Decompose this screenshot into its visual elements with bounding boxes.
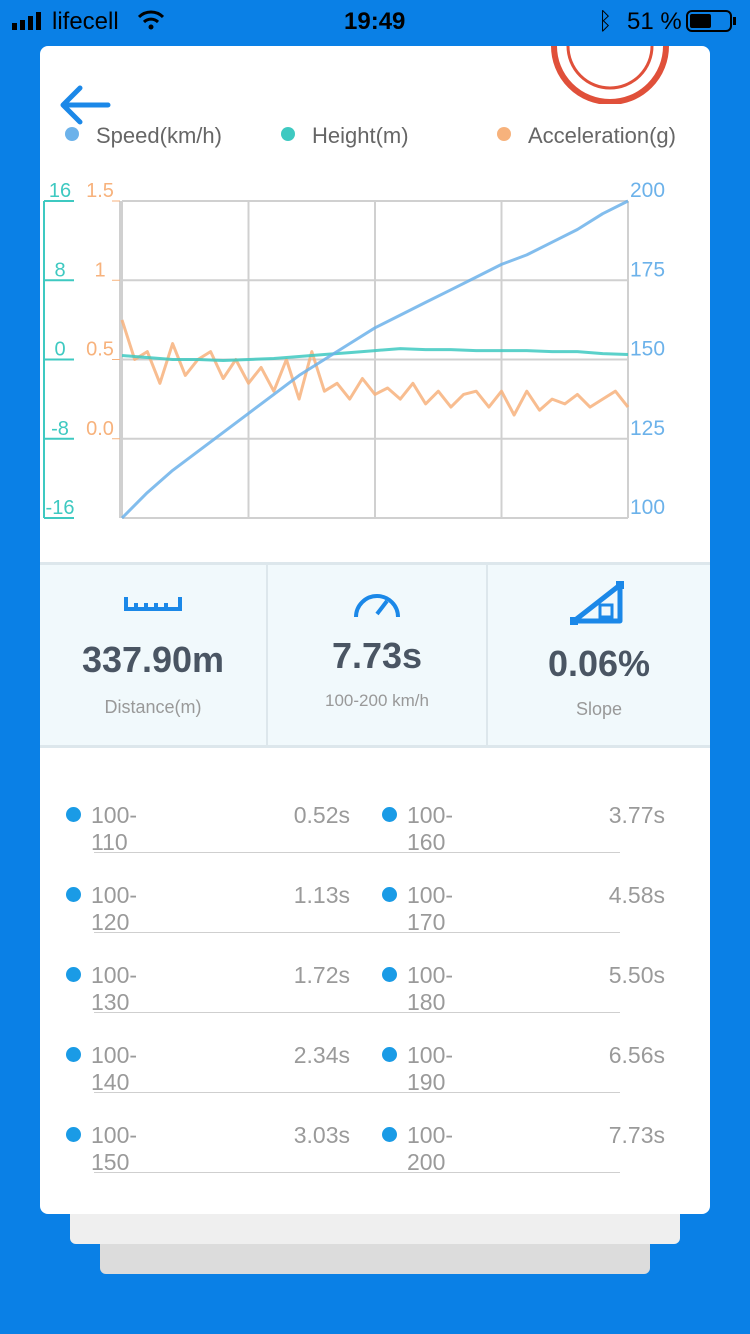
split-range: 100-140	[91, 1042, 138, 1095]
ruler-icon	[124, 597, 182, 611]
split-dot	[66, 1047, 81, 1062]
split-dot	[382, 807, 397, 822]
status-bar: lifecell 19:49 ᛒ 51 %	[0, 0, 750, 44]
separator	[94, 852, 620, 853]
slope-icon	[570, 581, 624, 625]
series-line	[120, 199, 629, 520]
y-tick-label: -8	[51, 418, 69, 440]
stat-value: 7.73s	[331, 635, 423, 676]
legend-label: Speed(km/h)	[96, 123, 222, 148]
split-time: 1.72s	[293, 962, 350, 988]
split-range: 100-180	[407, 962, 454, 1015]
bluetooth-icon: ᛒ	[598, 8, 613, 35]
split-time: 7.73s	[608, 1122, 665, 1148]
y-tick-label: -16	[46, 497, 75, 519]
y2-tick-label: 100	[630, 496, 665, 519]
split-range: 100-150	[91, 1122, 138, 1175]
split-time: 2.34s	[293, 1042, 350, 1068]
split-dot	[382, 1127, 397, 1142]
split-dot	[66, 887, 81, 902]
stat-value: 0.06%	[547, 643, 651, 684]
split-time: 1.13s	[293, 882, 350, 908]
stats-panel: 337.90m Distance(m) 7.73s 100-200 km/h 0…	[40, 562, 710, 748]
separator	[94, 1012, 620, 1013]
stat-label: Slope	[575, 699, 623, 719]
split-time: 5.50s	[608, 962, 665, 988]
stat-cell: 7.73s 100-200 km/h	[268, 565, 488, 745]
separator	[94, 932, 620, 933]
split-time: 0.52s	[293, 802, 350, 828]
stat-label: 100-200 km/h	[325, 691, 429, 710]
battery-icon	[686, 10, 736, 32]
signal-icon	[12, 12, 41, 30]
y2-tick-label: 175	[630, 258, 665, 281]
gauge-icon	[354, 594, 400, 618]
split-dot	[382, 887, 397, 902]
split-dot	[66, 967, 81, 982]
y-tick-label: 8	[54, 259, 65, 281]
back-button[interactable]	[58, 84, 112, 126]
split-range: 100-170	[407, 882, 454, 935]
legend-label: Height(m)	[312, 123, 409, 148]
legend-dot	[65, 127, 79, 141]
stat-value: 337.90m	[81, 639, 225, 680]
split-range: 100-160	[407, 802, 454, 855]
split-range: 100-120	[91, 882, 138, 935]
y2-tick-label: 125	[630, 417, 665, 440]
stat-cell: 0.06% Slope	[488, 565, 710, 745]
split-time: 4.58s	[608, 882, 665, 908]
legend-label: Acceleration(g)	[528, 123, 676, 148]
series-line	[120, 319, 630, 417]
split-dot	[66, 1127, 81, 1142]
separator	[94, 1092, 620, 1093]
y3-tick-label: 1	[94, 259, 105, 281]
split-range: 100-130	[91, 962, 138, 1015]
split-dot	[382, 967, 397, 982]
split-time: 6.56s	[608, 1042, 665, 1068]
carrier: lifecell	[52, 8, 119, 35]
split-range: 100-110	[91, 802, 138, 855]
stamp	[551, 46, 669, 104]
chart: Speed(km/h) Height(m) Acceleration(g) 200 17…	[43, 123, 676, 520]
split-range: 100-190	[407, 1042, 454, 1095]
legend-dot	[281, 127, 295, 141]
separator	[94, 1172, 620, 1173]
battery-text: 51 %	[627, 8, 682, 35]
y3-tick-label: 0.0	[86, 418, 114, 440]
y-tick-label: 16	[49, 180, 71, 202]
legend-dot	[497, 127, 511, 141]
y2-tick-label: 200	[630, 179, 665, 202]
split-time: 3.77s	[608, 802, 665, 828]
split-dot	[382, 1047, 397, 1062]
split-time: 3.03s	[293, 1122, 350, 1148]
stat-cell: 337.90m Distance(m)	[40, 565, 268, 745]
y3-tick-label: 1.5	[86, 180, 114, 202]
y2-tick-label: 150	[630, 338, 665, 361]
stat-label: Distance(m)	[104, 697, 202, 717]
y3-tick-label: 0.5	[86, 339, 114, 361]
split-range: 100-200	[407, 1122, 454, 1175]
wifi-icon	[138, 10, 164, 30]
y-tick-label: 0	[54, 339, 65, 361]
series-line	[121, 347, 629, 362]
time: 19:49	[344, 8, 406, 35]
split-dot	[66, 807, 81, 822]
